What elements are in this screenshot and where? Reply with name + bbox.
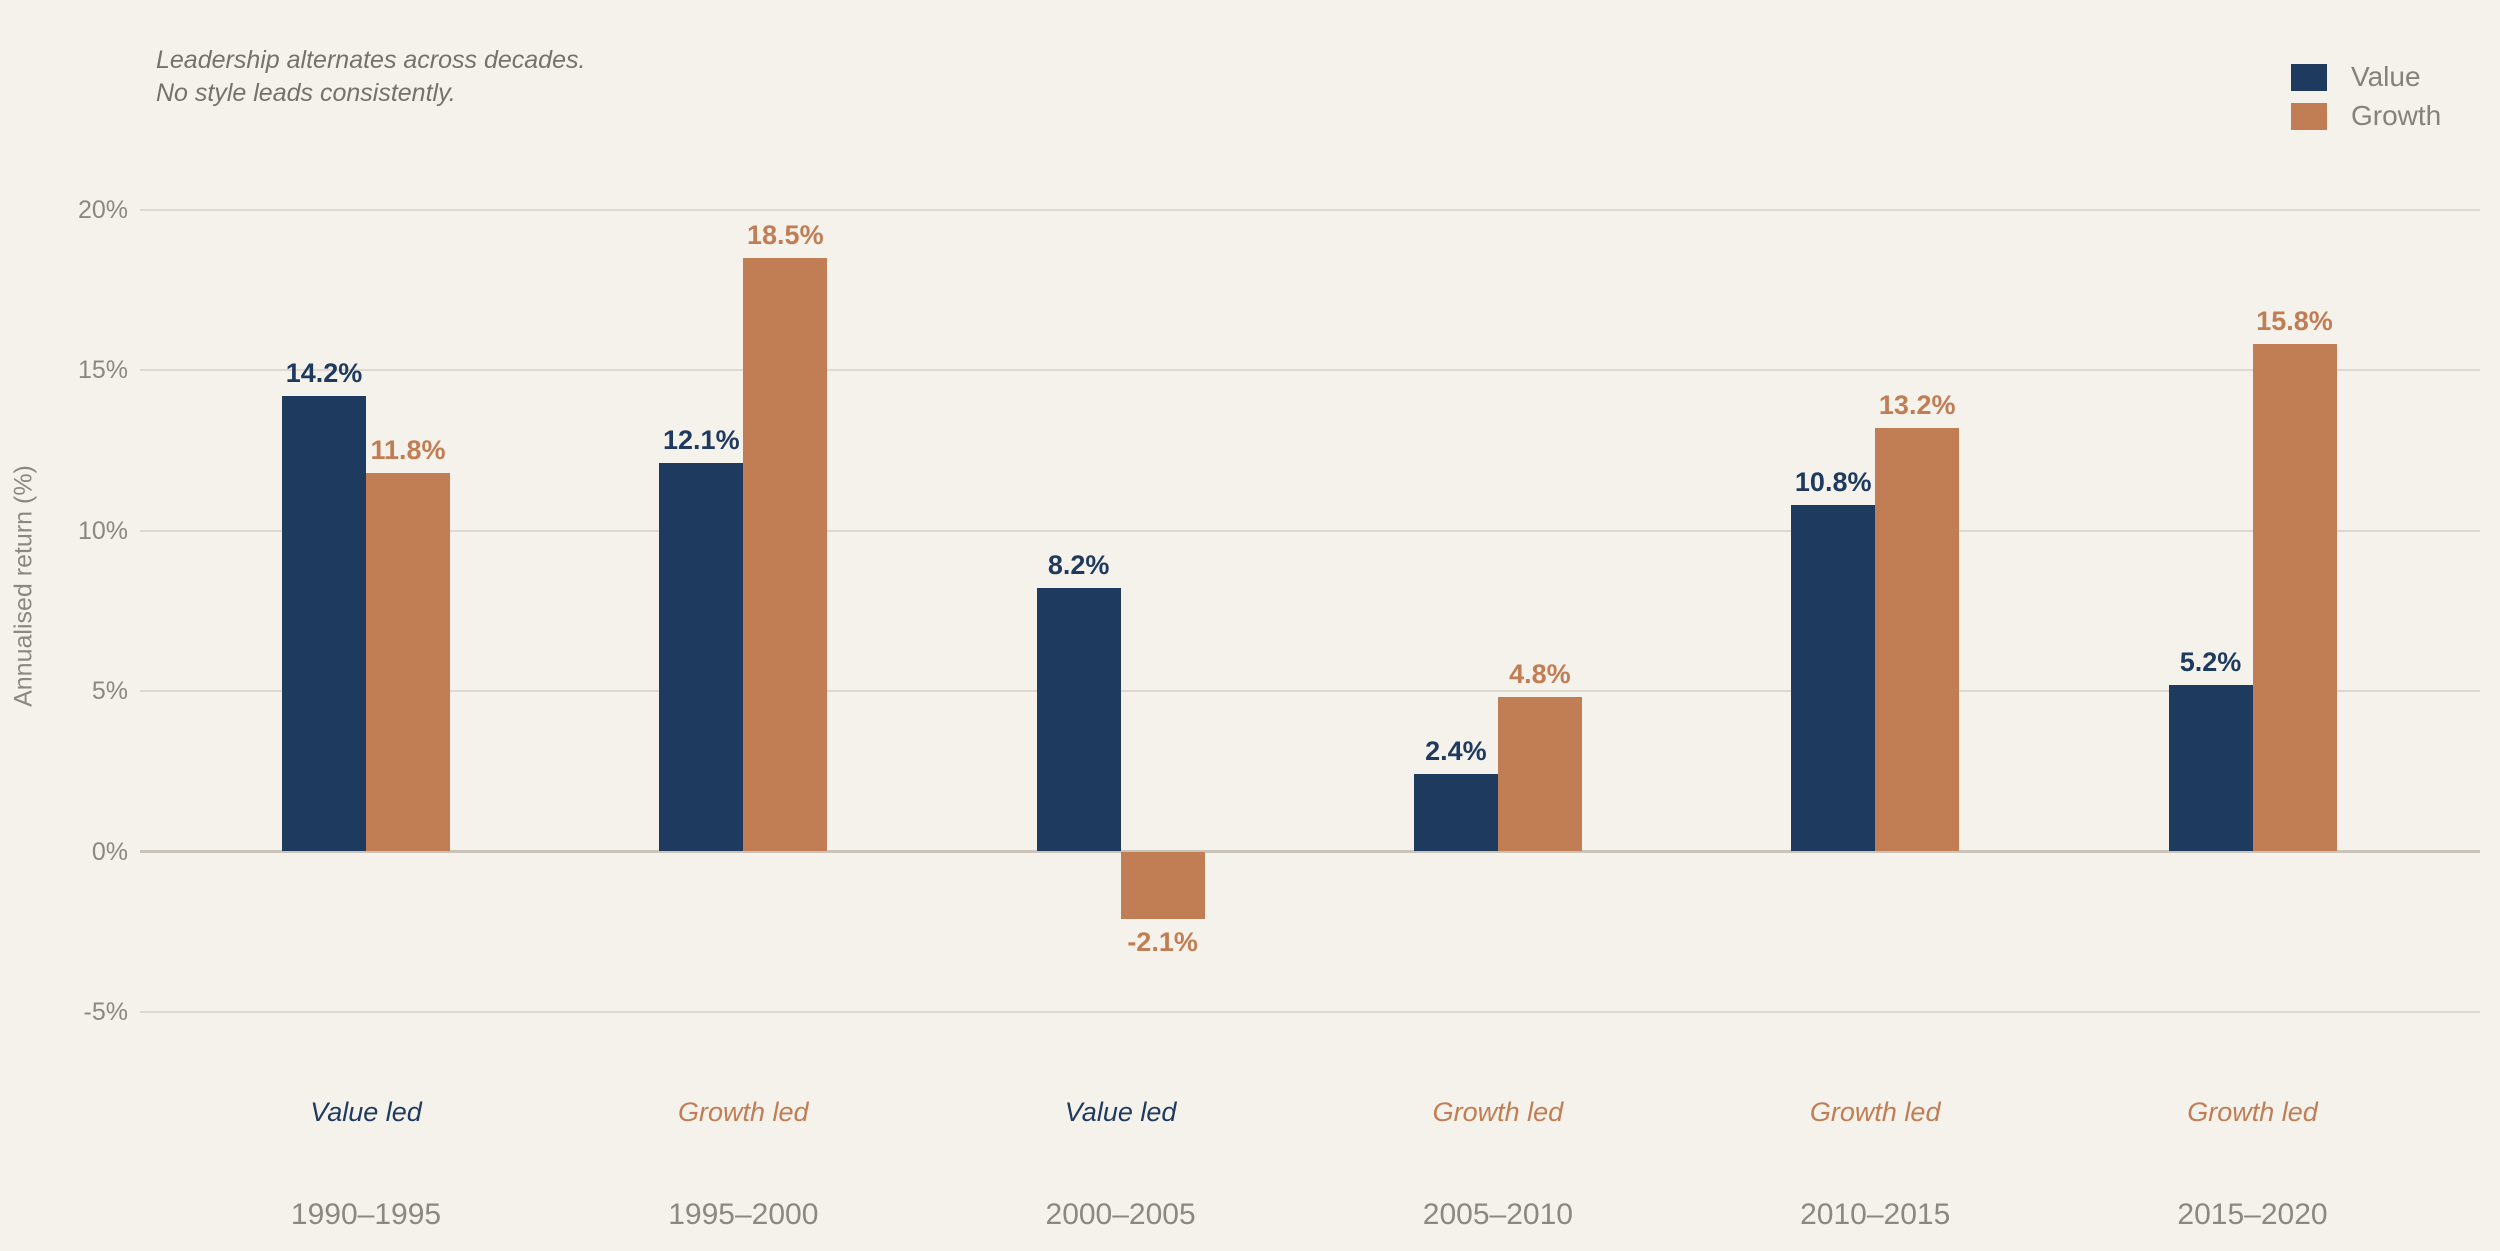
legend-item-value: Value	[2291, 60, 2441, 94]
y-tick-label: 15%	[77, 356, 128, 384]
value-bar-value-label: 14.2%	[285, 357, 363, 388]
gridline	[140, 1011, 2480, 1013]
chart-annotation: Leadership alternates across decades. No…	[156, 44, 585, 110]
x-axis-label: 1990–1995	[290, 1198, 442, 1231]
legend-label-value: Value	[2351, 61, 2421, 92]
growth-bar	[743, 257, 828, 852]
x-axis-label: 1995–2000	[668, 1198, 819, 1231]
legend-item-growth: Growth	[2291, 99, 2441, 133]
growth-bar	[1875, 427, 1960, 852]
growth-bar-value-label: 13.2%	[1878, 389, 1956, 420]
leader-label: Growth led	[1432, 1097, 1564, 1127]
y-tick-label: 5%	[91, 677, 128, 705]
value-bar-value-label: 5.2%	[2179, 646, 2242, 677]
value-series-swatch-icon	[2291, 63, 2327, 91]
gridline	[140, 529, 2480, 532]
leader-label: Value led	[1064, 1097, 1177, 1127]
value-bar-value-label: 8.2%	[1047, 550, 1110, 581]
value-bar	[1413, 774, 1498, 852]
chart-legend: Value Growth	[2291, 60, 2441, 138]
y-tick-label: 10%	[77, 516, 128, 545]
growth-bar	[366, 472, 450, 852]
gridline	[140, 690, 2480, 692]
growth-bar-value-label: 18.5%	[747, 219, 824, 250]
value-bar	[2168, 684, 2253, 852]
x-axis-label: 2005–2010	[1422, 1198, 1573, 1231]
leader-label: Value led	[310, 1097, 422, 1127]
legend-label-growth: Growth	[2351, 100, 2442, 131]
value-bar	[282, 395, 366, 852]
growth-bar-value-label: 15.8%	[2256, 306, 2333, 337]
x-axis-label: 2010–2015	[1800, 1198, 1951, 1231]
growth-bar	[1497, 697, 1582, 852]
annotation-line-2: No style leads consistently.	[156, 79, 456, 107]
growth-series-swatch-icon	[2291, 102, 2327, 130]
value-bar	[1791, 504, 1876, 852]
growth-bar	[1120, 851, 1205, 919]
leader-label: Growth led	[2187, 1097, 2318, 1127]
value-bar-value-label: 2.4%	[1425, 736, 1487, 767]
value-bar-value-label: 12.1%	[663, 425, 740, 456]
x-axis-label: 2000–2005	[1045, 1198, 1196, 1231]
annotation-line-1: Leadership alternates across decades.	[156, 46, 586, 74]
y-tick-label: 0%	[91, 837, 128, 866]
growth-bar-value-label: -2.1%	[1127, 926, 1198, 957]
value-bar-value-label: 10.8%	[1794, 466, 1872, 497]
y-tick-label: -5%	[83, 998, 128, 1026]
gridline	[140, 208, 2480, 211]
leader-label: Growth led	[678, 1097, 809, 1127]
leader-label: Growth led	[1809, 1097, 1941, 1127]
zero-gridline	[140, 850, 2480, 853]
value-bar	[1036, 588, 1121, 852]
growth-bar-value-label: 11.8%	[370, 434, 446, 465]
growth-bar	[2252, 344, 2337, 852]
x-axis-label: 2015–2020	[2177, 1198, 2328, 1231]
value-bar	[659, 463, 744, 852]
gridline	[140, 369, 2480, 371]
growth-bar-value-label: 4.8%	[1509, 659, 1571, 690]
y-tick-label: 20%	[77, 195, 128, 224]
